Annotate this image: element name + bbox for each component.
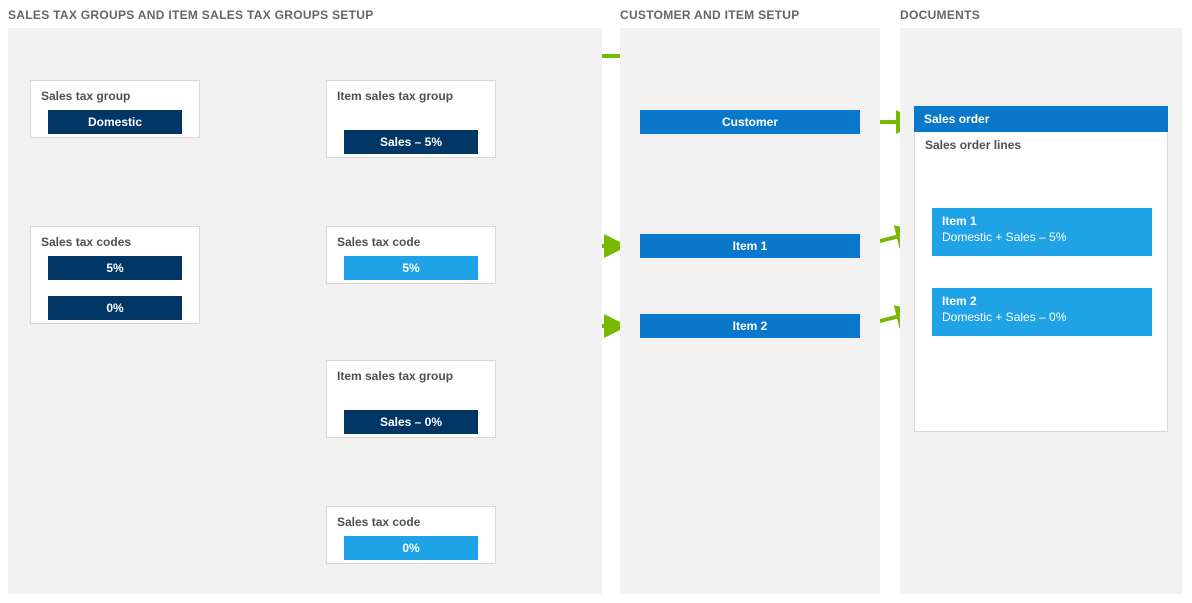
doc-item-1: Item 1 Domestic + Sales – 5%: [932, 208, 1152, 256]
card-sales-tax-group-title: Sales tax group: [31, 81, 199, 109]
pill-item-1: Item 1: [640, 234, 860, 258]
doc-sales-order-title: Sales order: [914, 106, 1168, 130]
card-item-sales-tax-group-2-title: Item sales tax group: [327, 361, 495, 389]
doc-sales-order-lines-label: Sales order lines: [915, 132, 1167, 156]
card-sales-tax-codes-title: Sales tax codes: [31, 227, 199, 255]
pill-code-0: 0%: [48, 296, 182, 320]
doc-sales-order-header: Sales order: [914, 106, 1168, 132]
card-item-sales-tax-group-1-title: Item sales tax group: [327, 81, 495, 109]
pill-item-2: Item 2: [640, 314, 860, 338]
pill-scode-5: 5%: [344, 256, 478, 280]
doc-item-1-title: Item 1: [942, 214, 1142, 228]
diagram-stage: SALES TAX GROUPS AND ITEM SALES TAX GROU…: [0, 0, 1192, 603]
pill-sales-0: Sales – 0%: [344, 410, 478, 434]
card-sales-tax-code-2-title: Sales tax code: [327, 507, 495, 535]
pill-domestic: Domestic: [48, 110, 182, 134]
section-documents-title: DOCUMENTS: [900, 8, 980, 22]
doc-sales-order-panel: Sales order lines: [914, 132, 1168, 432]
doc-item-1-sub: Domestic + Sales – 5%: [942, 230, 1142, 244]
doc-item-2: Item 2 Domestic + Sales – 0%: [932, 288, 1152, 336]
card-sales-tax-code-1-title: Sales tax code: [327, 227, 495, 255]
pill-sales-5: Sales – 5%: [344, 130, 478, 154]
doc-item-2-sub: Domestic + Sales – 0%: [942, 310, 1142, 324]
pill-scode-0: 0%: [344, 536, 478, 560]
doc-item-2-title: Item 2: [942, 294, 1142, 308]
pill-code-5: 5%: [48, 256, 182, 280]
pill-customer: Customer: [640, 110, 860, 134]
section-customer-item-title: CUSTOMER AND ITEM SETUP: [620, 8, 800, 22]
section-setup-title: SALES TAX GROUPS AND ITEM SALES TAX GROU…: [8, 8, 374, 22]
